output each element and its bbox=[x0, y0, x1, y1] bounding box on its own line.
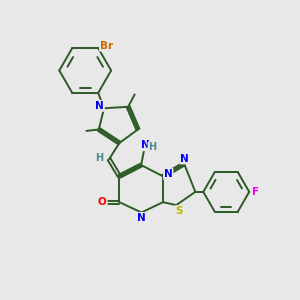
Text: H: H bbox=[96, 153, 104, 163]
Text: S: S bbox=[176, 206, 183, 216]
Text: N: N bbox=[141, 140, 150, 150]
Text: N: N bbox=[137, 213, 146, 223]
Text: N: N bbox=[180, 154, 189, 164]
Text: O: O bbox=[98, 197, 107, 207]
Text: N: N bbox=[164, 169, 172, 179]
Text: Br: Br bbox=[100, 41, 113, 51]
Text: N: N bbox=[95, 101, 104, 111]
Text: F: F bbox=[252, 187, 259, 197]
Text: H: H bbox=[148, 142, 156, 152]
